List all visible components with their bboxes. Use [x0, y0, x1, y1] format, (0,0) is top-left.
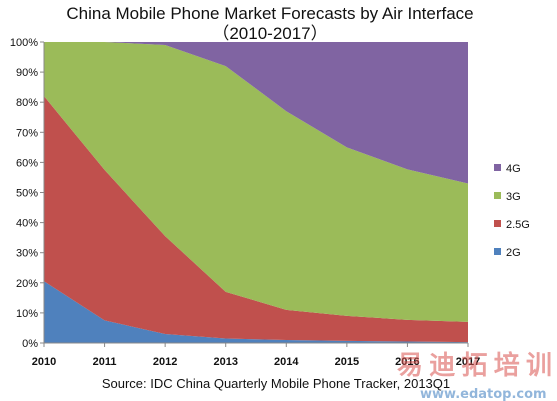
area-series-group — [44, 42, 468, 343]
area-2g — [44, 281, 468, 343]
x-tick-label: 2011 — [93, 356, 117, 368]
y-tick-label: 40% — [16, 218, 38, 230]
chart-title: China Mobile Phone Market Forecasts by A… — [66, 4, 473, 23]
y-axis-ticks: 0% 10% 20% 30% 40% 50% 60% 70% 80% 90% 100% — [10, 37, 44, 350]
watermark-text: 易迪拓培训 — [397, 351, 552, 381]
legend-label: 2.5G — [506, 219, 530, 231]
area-3g — [44, 42, 468, 322]
legend-label: 2G — [506, 247, 521, 259]
x-tick-label: 2017 — [456, 356, 480, 368]
watermark-logo: 易迪拓培训 www.edatop.com — [397, 351, 552, 401]
x-axis-ticks: 2010 2011 2012 2013 2014 2015 2016 2017 — [32, 343, 480, 368]
y-tick-label: 80% — [16, 97, 38, 109]
x-tick-label: 2010 — [32, 356, 56, 368]
chart-subtitle: （2010-2017） — [212, 24, 327, 43]
y-tick-label: 100% — [10, 37, 38, 49]
y-tick-label: 60% — [16, 157, 38, 169]
x-tick-label: 2012 — [153, 356, 177, 368]
legend-swatch — [494, 192, 501, 199]
y-tick-label: 10% — [16, 308, 38, 320]
y-tick-label: 70% — [16, 127, 38, 139]
x-tick-label: 2015 — [335, 356, 359, 368]
y-tick-label: 50% — [16, 188, 38, 200]
legend-swatch — [494, 248, 501, 255]
area-4g — [44, 42, 468, 184]
y-tick-label: 90% — [16, 67, 38, 79]
y-tick-label: 30% — [16, 248, 38, 260]
x-tick-label: 2016 — [395, 356, 419, 368]
y-tick-label: 0% — [22, 338, 38, 350]
legend-swatch — [494, 164, 501, 171]
legend: 4G 3G 2.5G 2G — [494, 163, 530, 259]
legend-label: 3G — [506, 191, 521, 203]
y-tick-label: 20% — [16, 278, 38, 290]
x-tick-label: 2014 — [274, 356, 299, 368]
area-2-5g — [44, 96, 468, 343]
legend-label: 4G — [506, 163, 521, 175]
source-note: Source: IDC China Quarterly Mobile Phone… — [102, 376, 450, 391]
watermark-url: www.edatop.com — [420, 387, 547, 401]
legend-swatch — [494, 220, 501, 227]
x-tick-label: 2013 — [213, 356, 237, 368]
